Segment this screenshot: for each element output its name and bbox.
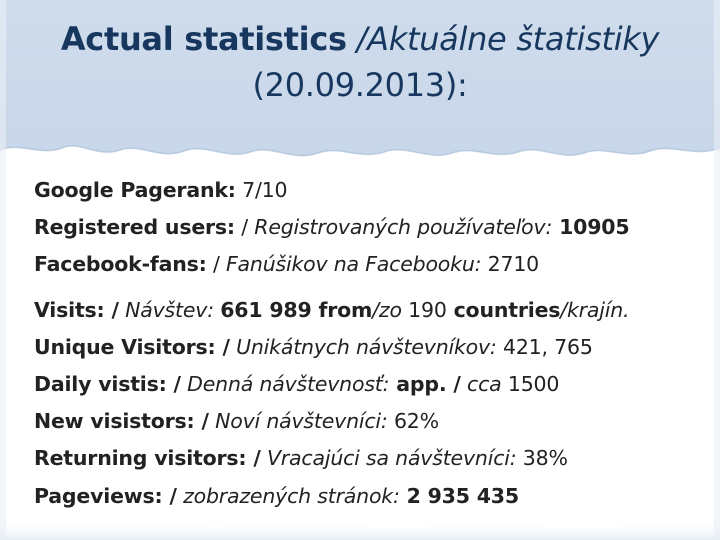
stat-row-visits: Visits: / Návštev: 661 989 from/zo 190 c… bbox=[34, 292, 704, 329]
stat-label: Unique Visitors: / bbox=[34, 334, 230, 359]
stat-label: Visits: / bbox=[34, 297, 119, 322]
stat-row-pagerank: Google Pagerank: 7/10 bbox=[34, 172, 704, 209]
stat-label: Returning visitors: / bbox=[34, 446, 261, 471]
visits-from-sk: /zo bbox=[372, 297, 402, 322]
slide-title: Actual statistics /Aktuálne štatistiky (… bbox=[0, 16, 720, 108]
stat-value: 38% bbox=[516, 446, 568, 471]
stat-value: 1500 bbox=[501, 372, 560, 397]
stat-value: 2 935 435 bbox=[399, 483, 520, 508]
title-line-1: Actual statistics /Aktuálne štatistiky bbox=[0, 16, 720, 62]
stat-value: 62% bbox=[387, 409, 439, 434]
stat-value: 2710 bbox=[481, 252, 540, 277]
stat-separator: / bbox=[234, 215, 255, 240]
stat-label-sk: Fanúšikov na Facebooku: bbox=[225, 252, 482, 277]
title-en: Actual statistics bbox=[60, 20, 347, 58]
stat-label: New visistors: / bbox=[34, 409, 209, 434]
visits-countries: countries bbox=[446, 297, 561, 322]
stat-approx-sk: cca bbox=[460, 372, 502, 397]
stat-label-sk: Noví návštevníci: bbox=[208, 409, 388, 434]
stat-approx: app. / bbox=[389, 372, 461, 397]
stat-row-returning-visitors: Returning visitors: / Vracajúci sa návšt… bbox=[34, 440, 704, 477]
stat-value: 421, 765 bbox=[496, 334, 593, 359]
visits-countries-sk: /krajín. bbox=[560, 297, 630, 322]
title-sk: /Aktuálne štatistiky bbox=[356, 20, 660, 58]
stat-label-sk: Denná návštevnosť: bbox=[180, 372, 390, 397]
visits-country-count: 190 bbox=[401, 297, 447, 322]
stat-label: Registered users: bbox=[34, 215, 235, 240]
stat-label-sk: Unikátnych návštevníkov: bbox=[229, 334, 497, 359]
stat-label: Pageviews: / bbox=[34, 483, 177, 508]
stat-row-unique-visitors: Unique Visitors: / Unikátnych návštevník… bbox=[34, 329, 704, 366]
stats-content: Google Pagerank: 7/10 Registered users: … bbox=[34, 172, 704, 515]
section-gap bbox=[34, 284, 704, 292]
stat-row-facebook-fans: Facebook-fans: / Fanúšikov na Facebooku:… bbox=[34, 246, 704, 283]
stat-row-daily-visits: Daily vistis: / Denná návštevnosť: app. … bbox=[34, 366, 704, 403]
stat-label: Google Pagerank: bbox=[34, 178, 236, 202]
stat-label: Daily vistis: / bbox=[34, 372, 181, 397]
stat-value: 7/10 bbox=[235, 178, 288, 202]
stat-value: 661 989 bbox=[220, 297, 312, 322]
visits-from: from bbox=[311, 297, 373, 322]
title-date: (20.09.2013): bbox=[252, 66, 468, 104]
stat-row-registered-users: Registered users: / Registrovaných použí… bbox=[34, 209, 704, 246]
stat-value: 10905 bbox=[552, 215, 630, 240]
stat-row-new-visitors: New visistors: / Noví návštevníci: 62% bbox=[34, 403, 704, 440]
stat-label-sk: Vracajúci sa návštevníci: bbox=[260, 446, 517, 471]
stat-separator: / bbox=[206, 252, 226, 277]
stat-label-sk: Návštev: bbox=[118, 297, 221, 322]
stat-row-pageviews: Pageviews: / zobrazených stránok: 2 935 … bbox=[34, 478, 704, 515]
stat-label-sk: zobrazených stránok: bbox=[176, 483, 400, 508]
stat-label-sk: Registrovaných používateľov: bbox=[254, 215, 553, 240]
stat-label: Facebook-fans: bbox=[34, 252, 207, 277]
